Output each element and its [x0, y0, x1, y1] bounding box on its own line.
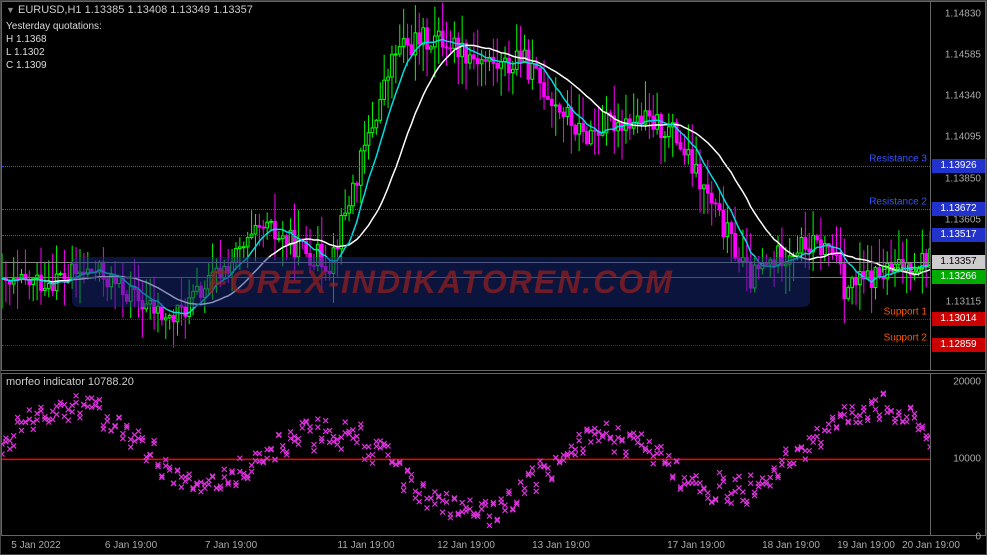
level-line — [2, 209, 930, 210]
y-tick-label: 10000 — [953, 454, 981, 465]
level-label: Pivot level — [881, 264, 927, 275]
x-tick-label: 18 Jan 19:00 — [762, 540, 820, 551]
info-high: H 1.1368 — [6, 33, 102, 46]
x-tick-label: 20 Jan 19:00 — [902, 540, 960, 551]
watermark-banner: FOREX-INDIKATOREN.COM — [72, 257, 810, 307]
ohlc-label: 1.13385 1.13408 1.13349 1.13357 — [85, 4, 253, 16]
x-tick-label: 19 Jan 19:00 — [837, 540, 895, 551]
main-chart-area[interactable]: ▼ EURUSD,H1 1.13385 1.13408 1.13349 1.13… — [2, 2, 930, 370]
level-label: Resistance 3 — [869, 153, 927, 164]
level-line — [2, 345, 930, 346]
level-label: Resistance 2 — [869, 196, 927, 207]
x-tick-label: 5 Jan 2022 — [11, 540, 61, 551]
symbol-label: EURUSD,H1 — [18, 4, 82, 16]
level-line — [2, 235, 930, 236]
sub-chart-area[interactable]: morfeo indicator 10788.20 — [2, 374, 930, 535]
x-tick-label: 17 Jan 19:00 — [667, 540, 725, 551]
main-chart-svg — [2, 2, 930, 370]
level-line — [2, 166, 930, 167]
y-tick-label: 1.13605 — [945, 214, 981, 225]
level-label: Support 1 — [884, 307, 927, 318]
yesterday-quotes: Yesterday quotations: H 1.1368 L 1.1302 … — [6, 20, 102, 72]
info-low: L 1.1302 — [6, 46, 102, 59]
x-axis: 5 Jan 2022 6 Jan 19:00 7 Jan 19:00 11 Jan 1… — [1, 534, 931, 554]
info-close: C 1.1309 — [6, 59, 102, 72]
price-tag: 1.13926 — [932, 159, 985, 173]
y-tick-label: 1.14340 — [945, 91, 981, 102]
main-y-axis: 1.14830 1.14585 1.14340 1.14095 1.13850 1.136… — [930, 2, 985, 370]
y-tick-label: 1.14585 — [945, 49, 981, 60]
price-tag: 1.12859 — [932, 338, 985, 352]
x-tick-label: 13 Jan 19:00 — [532, 540, 590, 551]
y-tick-label: 0 — [975, 532, 981, 543]
y-tick-label: 1.13850 — [945, 173, 981, 184]
indicator-panel[interactable]: morfeo indicator 10788.20 20000100000 — [1, 373, 986, 536]
sub-chart-svg — [2, 374, 930, 535]
x-tick-label: 6 Jan 19:00 — [105, 540, 157, 551]
level-label: Support 2 — [884, 333, 927, 344]
y-tick-label: 1.14095 — [945, 132, 981, 143]
indicator-title: morfeo indicator 10788.20 — [6, 376, 134, 388]
info-heading: Yesterday quotations: — [6, 20, 102, 33]
x-tick-label: 7 Jan 19:00 — [205, 540, 257, 551]
y-tick-label: 1.13115 — [946, 297, 981, 308]
price-tag: 1.13517 — [932, 228, 985, 242]
sub-y-axis: 20000100000 — [930, 374, 985, 535]
y-tick-label: 20000 — [953, 376, 981, 387]
price-tag: 1.13266 — [932, 270, 985, 284]
level-line — [2, 319, 930, 320]
x-tick-label: 12 Jan 19:00 — [437, 540, 495, 551]
price-tag: 1.13014 — [932, 312, 985, 326]
y-tick-label: 1.14830 — [945, 8, 981, 19]
x-tick-label: 11 Jan 19:00 — [337, 540, 394, 551]
chevron-down-icon: ▼ — [6, 5, 15, 15]
price-tag: 1.13357 — [932, 255, 985, 269]
price-tag: 1.13672 — [932, 202, 985, 216]
chart-container: ▼ EURUSD,H1 1.13385 1.13408 1.13349 1.13… — [0, 0, 987, 555]
chart-title: ▼ EURUSD,H1 1.13385 1.13408 1.13349 1.13… — [6, 4, 253, 16]
main-price-panel[interactable]: ▼ EURUSD,H1 1.13385 1.13408 1.13349 1.13… — [1, 1, 986, 371]
